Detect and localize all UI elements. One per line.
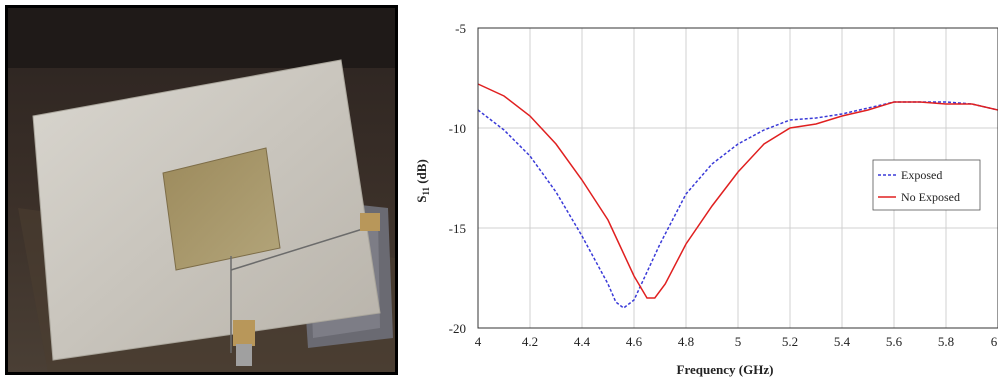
y-tick-label: -5: [455, 21, 466, 36]
x-tick-label: 5.2: [782, 334, 798, 349]
x-tick-label: 5: [735, 334, 742, 349]
legend-label-no-exposed: No Exposed: [901, 190, 960, 204]
y-axis-label: S11 (dB): [414, 159, 431, 203]
series-lines: [477, 83, 998, 309]
x-tick-label: 4: [475, 334, 482, 349]
antenna-photo-illustration: [8, 8, 395, 372]
series-line-no-exposed: [477, 83, 998, 299]
legend-box: [872, 159, 981, 211]
x-tick-label: 5.4: [834, 334, 851, 349]
x-tick-label: 4.6: [626, 334, 643, 349]
y-axis-label-main: S: [414, 196, 429, 203]
antenna-photo: [5, 5, 398, 375]
legend: Exposed No Exposed: [872, 159, 981, 211]
y-tick-label: -15: [449, 221, 466, 236]
x-axis-label: Frequency (GHz): [677, 362, 774, 377]
tick-labels: 4 4.2 4.4 4.6 4.8 5 5.2 5.4 5.6 5.8 6 -20 -15 -10 -5: [449, 21, 998, 349]
y-axis-label-unit: (dB): [414, 159, 429, 187]
plot-frame: [477, 27, 998, 329]
y-axis-label-sub: 11: [421, 187, 431, 196]
legend-label-exposed: Exposed: [901, 168, 942, 182]
x-tick-label: 4.4: [574, 334, 591, 349]
x-tick-label: 5.8: [938, 334, 954, 349]
y-tick-label: -10: [449, 121, 466, 136]
x-tick-label: 4.8: [678, 334, 694, 349]
x-tick-label: 5.6: [886, 334, 903, 349]
s11-chart-svg: 4 4.2 4.4 4.6 4.8 5 5.2 5.4 5.6 5.8 6 -20 -15 -10 -5 F…: [414, 21, 998, 377]
s11-chart: 4 4.2 4.4 4.6 4.8 5 5.2 5.4 5.6 5.8 6 -20 -15 -10 -5 F…: [402, 3, 998, 380]
x-tick-label: 4.2: [522, 334, 538, 349]
y-tick-label: -20: [449, 321, 466, 336]
x-tick-label: 6: [991, 334, 998, 349]
